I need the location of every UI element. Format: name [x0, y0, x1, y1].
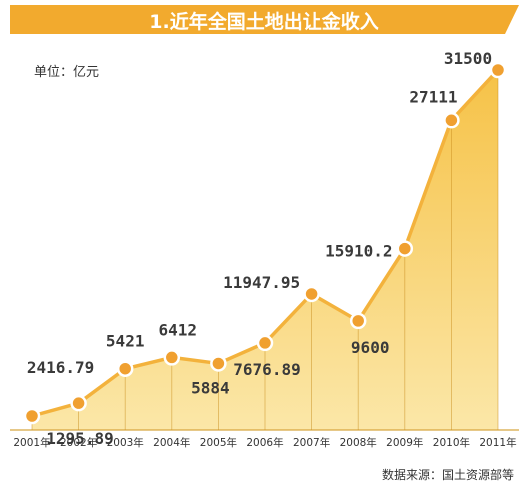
data-label: 2416.79 — [27, 358, 94, 377]
data-label: 6412 — [159, 320, 198, 339]
x-tick-label: 2006年 — [246, 436, 283, 449]
data-point-marker — [70, 394, 87, 412]
x-tick-label: 2001年 — [13, 436, 50, 449]
markers — [23, 61, 507, 425]
data-point-marker — [210, 355, 227, 372]
drop-lines — [10, 70, 519, 431]
data-label: 15910.2 — [325, 242, 392, 261]
data-point-marker — [23, 407, 41, 425]
x-tick-label: 2003年 — [107, 436, 144, 449]
data-label: 9600 — [351, 338, 390, 357]
x-tick-label: 2007年 — [293, 436, 330, 449]
data-point-marker — [443, 112, 460, 129]
data-label: 7676.89 — [233, 360, 300, 379]
data-label: 5884 — [191, 378, 230, 397]
source-note: 数据来源：国土资源部等 — [382, 467, 514, 482]
data-point-marker — [116, 360, 134, 377]
data-point-marker — [303, 285, 320, 303]
x-axis-ticks: 2001年 2002年 2003年 2004年 2005年 2006年 2007年 2008年… — [13, 436, 516, 449]
x-tick-label: 2004年 — [153, 436, 190, 449]
data-point-marker — [396, 240, 414, 257]
x-tick-label: 2005年 — [200, 436, 237, 449]
data-label: 31500 — [444, 49, 492, 68]
data-label: 1295.89 — [46, 429, 113, 448]
data-point-marker — [349, 312, 367, 330]
title-band — [10, 5, 519, 34]
unit-label: 单位：亿元 — [34, 65, 99, 80]
data-point-marker — [163, 349, 181, 366]
chart-title: 1.近年全国土地出让金收入 — [149, 10, 378, 33]
data-point-marker — [489, 61, 507, 79]
x-tick-label: 2008年 — [340, 436, 377, 449]
x-tick-label: 2002年 — [60, 436, 97, 449]
x-tick-label: 2010年 — [433, 436, 470, 449]
data-label: 11947.95 — [223, 273, 300, 292]
series-area — [32, 70, 498, 430]
x-tick-label: 2009年 — [386, 436, 423, 449]
area-layer — [32, 70, 498, 430]
x-tick-label: 2011年 — [479, 436, 516, 449]
data-point-marker — [256, 334, 274, 352]
data-label: 5421 — [106, 332, 145, 351]
data-label: 27111 — [409, 87, 457, 106]
